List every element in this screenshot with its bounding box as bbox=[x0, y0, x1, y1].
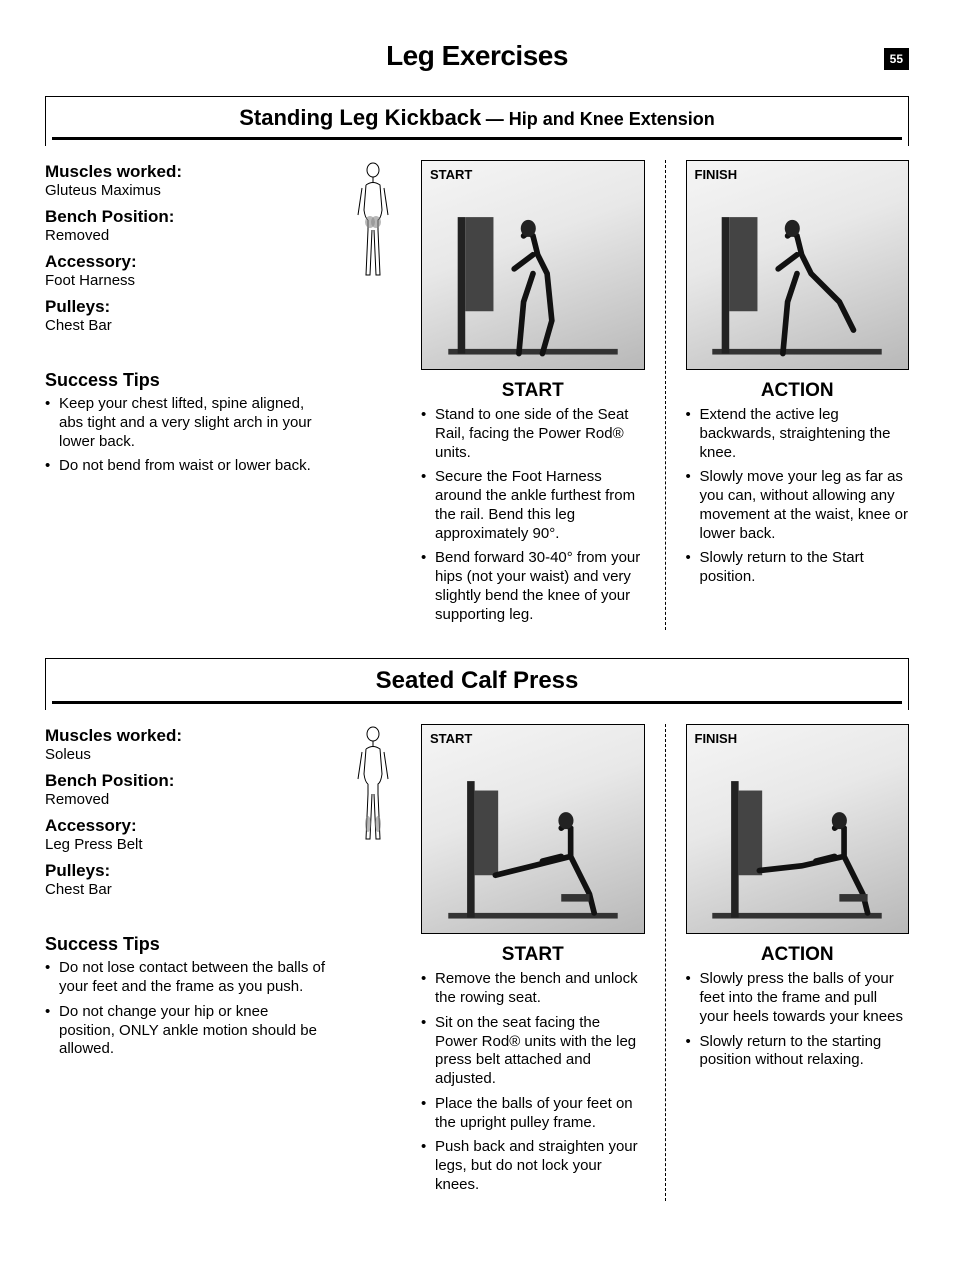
step-item: Push back and straighten your legs, but … bbox=[421, 1138, 645, 1194]
exercise-header: Seated Calf Press bbox=[45, 658, 909, 710]
tip-item: Keep your chest lifted, spine aligned, a… bbox=[45, 395, 325, 451]
accessory-value: Foot Harness bbox=[45, 272, 325, 289]
start-heading: START bbox=[421, 944, 645, 966]
tips-heading: Success Tips bbox=[45, 370, 325, 391]
tips-list: Do not lose contact between the balls of… bbox=[45, 959, 325, 1059]
start-steps: Stand to one side of the Seat Rail, faci… bbox=[421, 406, 645, 624]
start-image: START bbox=[421, 160, 645, 370]
start-heading: START bbox=[421, 380, 645, 402]
start-column: START START Remove the bench and unlock … bbox=[421, 724, 645, 1200]
finish-image: FINISH bbox=[686, 160, 910, 370]
anatomy-column bbox=[343, 160, 403, 630]
muscles-value: Soleus bbox=[45, 746, 325, 763]
step-item: Extend the active leg backwards, straigh… bbox=[686, 406, 910, 462]
bench-value: Removed bbox=[45, 791, 325, 808]
action-column: FINISH ACTION Extend the active leg back… bbox=[686, 160, 910, 630]
column-divider bbox=[665, 160, 666, 630]
info-column: Muscles worked: Soleus Bench Position: R… bbox=[45, 724, 325, 1200]
pulleys-value: Chest Bar bbox=[45, 881, 325, 898]
step-item: Slowly return to the starting position w… bbox=[686, 1033, 910, 1071]
anatomy-icon bbox=[348, 724, 398, 844]
exercise-seated-calf-press: Seated Calf Press Muscles worked: Soleus… bbox=[45, 658, 909, 1200]
pulleys-label: Pulleys: bbox=[45, 297, 325, 317]
tip-item: Do not lose contact between the balls of… bbox=[45, 959, 325, 997]
pulleys-value: Chest Bar bbox=[45, 317, 325, 334]
step-item: Bend forward 30-40° from your hips (not … bbox=[421, 549, 645, 624]
start-column: START START Stand to one side of the Sea… bbox=[421, 160, 645, 630]
exercise-subtitle: — Hip and Knee Extension bbox=[486, 109, 715, 129]
step-item: Slowly move your leg as far as you can, … bbox=[686, 468, 910, 543]
action-column: FINISH ACTION Slowly press the balls of … bbox=[686, 724, 910, 1200]
accessory-label: Accessory: bbox=[45, 816, 325, 836]
muscles-label: Muscles worked: bbox=[45, 726, 325, 746]
muscles-value: Gluteus Maximus bbox=[45, 182, 325, 199]
anatomy-column bbox=[343, 724, 403, 1200]
exercise-title: Seated Calf Press bbox=[376, 667, 579, 694]
step-item: Sit on the seat facing the Power Rod® un… bbox=[421, 1014, 645, 1089]
finish-image-label: FINISH bbox=[695, 167, 738, 182]
bench-label: Bench Position: bbox=[45, 207, 325, 227]
muscles-label: Muscles worked: bbox=[45, 162, 325, 182]
page-title: Leg Exercises bbox=[45, 40, 909, 72]
exercise-header: Standing Leg Kickback — Hip and Knee Ext… bbox=[45, 96, 909, 146]
step-item: Place the balls of your feet on the upri… bbox=[421, 1095, 645, 1133]
finish-image-label: FINISH bbox=[695, 731, 738, 746]
tips-heading: Success Tips bbox=[45, 934, 325, 955]
tip-item: Do not bend from waist or lower back. bbox=[45, 457, 325, 476]
action-heading: ACTION bbox=[686, 944, 910, 966]
action-heading: ACTION bbox=[686, 380, 910, 402]
finish-image: FINISH bbox=[686, 724, 910, 934]
start-image: START bbox=[421, 724, 645, 934]
exercise-title: Standing Leg Kickback bbox=[239, 105, 481, 130]
anatomy-icon bbox=[348, 160, 398, 280]
start-image-label: START bbox=[430, 167, 472, 182]
column-divider bbox=[665, 724, 666, 1200]
bench-value: Removed bbox=[45, 227, 325, 244]
start-image-label: START bbox=[430, 731, 472, 746]
step-item: Secure the Foot Harness around the ankle… bbox=[421, 468, 645, 543]
action-steps: Extend the active leg backwards, straigh… bbox=[686, 406, 910, 587]
accessory-value: Leg Press Belt bbox=[45, 836, 325, 853]
action-steps: Slowly press the balls of your feet into… bbox=[686, 970, 910, 1070]
pulleys-label: Pulleys: bbox=[45, 861, 325, 881]
bench-label: Bench Position: bbox=[45, 771, 325, 791]
tip-item: Do not change your hip or knee position,… bbox=[45, 1003, 325, 1059]
exercise-standing-leg-kickback: Standing Leg Kickback — Hip and Knee Ext… bbox=[45, 96, 909, 630]
page-number: 55 bbox=[884, 48, 909, 70]
accessory-label: Accessory: bbox=[45, 252, 325, 272]
step-item: Slowly return to the Start position. bbox=[686, 549, 910, 587]
tips-list: Keep your chest lifted, spine aligned, a… bbox=[45, 395, 325, 476]
step-item: Stand to one side of the Seat Rail, faci… bbox=[421, 406, 645, 462]
start-steps: Remove the bench and unlock the rowing s… bbox=[421, 970, 645, 1194]
step-item: Remove the bench and unlock the rowing s… bbox=[421, 970, 645, 1008]
step-item: Slowly press the balls of your feet into… bbox=[686, 970, 910, 1026]
info-column: Muscles worked: Gluteus Maximus Bench Po… bbox=[45, 160, 325, 630]
